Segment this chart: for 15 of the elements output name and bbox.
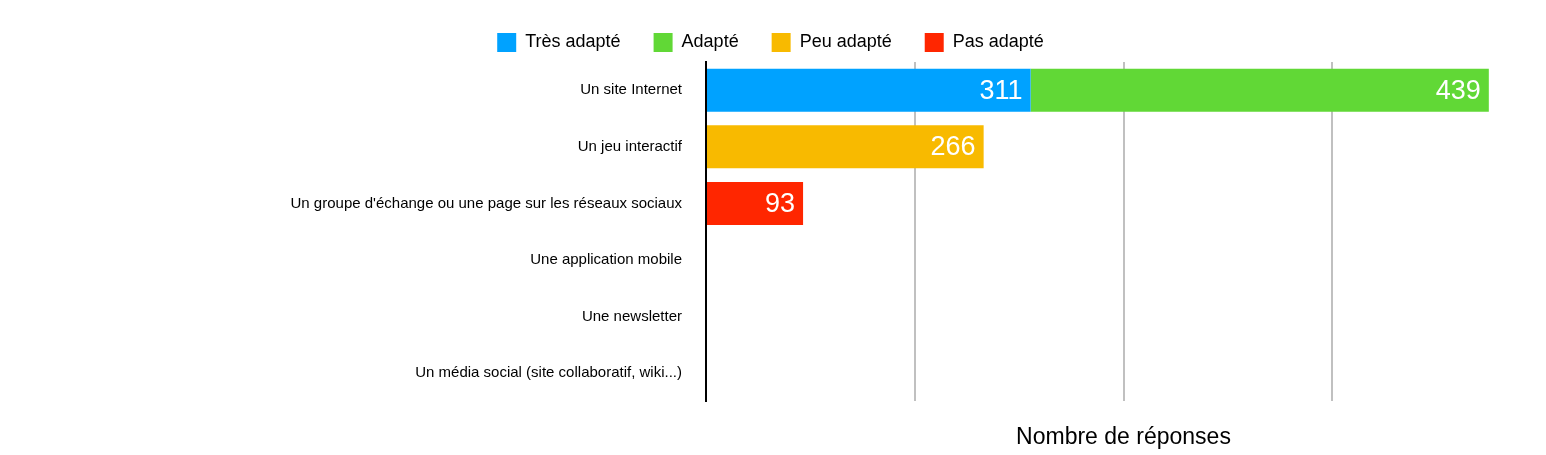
y-tick-label: Une newsletter	[581, 306, 682, 324]
data-label: 311	[979, 74, 1023, 105]
legend-label: Adapté	[681, 31, 739, 52]
y-tick-label: Une application mobile	[530, 250, 682, 268]
legend-label: Très adapté	[525, 31, 621, 52]
data-label: 93	[765, 187, 796, 218]
y-tick-label: Un média social (site collaboratif, wiki...)	[415, 363, 682, 381]
data-label: 266	[930, 131, 976, 162]
y-tick-label: Un groupe d'échange ou une page sur les réseaux sociaux	[290, 193, 683, 211]
legend-label: Peu adapté	[799, 31, 892, 52]
x-axis-title: Nombre de réponses	[1016, 422, 1231, 449]
y-tick-label: Un site Internet	[580, 80, 683, 98]
data-label: 439	[1435, 74, 1481, 105]
legend-label: Pas adapté	[952, 31, 1044, 52]
y-tick-label: Un jeu interactif	[577, 136, 683, 154]
